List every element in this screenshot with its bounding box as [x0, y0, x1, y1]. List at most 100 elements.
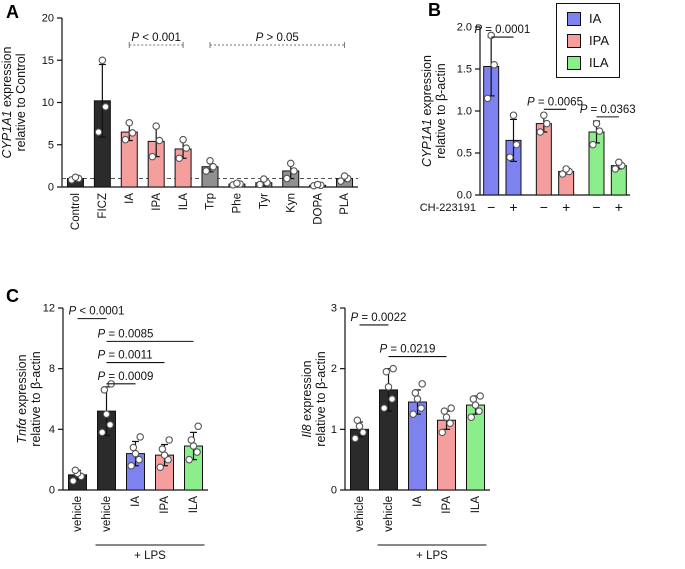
x-tick-label: +	[509, 199, 517, 215]
data-point	[185, 455, 193, 464]
data-point	[467, 413, 475, 421]
p-value-label: P = 0.0009	[98, 371, 154, 383]
data-point	[336, 177, 345, 185]
data-point	[165, 436, 173, 444]
panelA-svg: 0 5 10 15 20 CYP1A1 expression relative to Con…	[0, 13, 358, 230]
panel-b-chart: 0.0 0.5 1.0 1.5 2.0 CYP1A1 expression relative…	[420, 0, 685, 283]
y-axis-title: CYP1A1 expression	[420, 55, 434, 167]
data-point	[413, 395, 422, 403]
data-point	[540, 111, 548, 119]
x-tick-label: ILA	[188, 496, 200, 514]
data-point	[182, 144, 191, 152]
data-point	[290, 167, 298, 175]
legend-item: IA	[567, 11, 609, 26]
legend-swatch-icon	[567, 33, 581, 48]
data-point	[471, 401, 480, 409]
data-point	[490, 61, 498, 69]
legend-item-label: IA	[589, 11, 602, 26]
data-point	[353, 416, 362, 424]
y-tick-label: 12	[43, 303, 55, 315]
data-point	[148, 152, 157, 161]
data-point	[615, 158, 623, 166]
x-tick-label: IA	[124, 193, 136, 204]
y-tick-label: 20	[42, 13, 54, 25]
data-point	[438, 428, 446, 437]
y-tick-label: 2.0	[457, 22, 472, 34]
legend-item: ILA	[567, 55, 609, 70]
x-tick-label: FICZ	[97, 193, 109, 219]
data-point	[131, 449, 140, 458]
data-point	[206, 157, 214, 165]
data-point	[100, 386, 109, 394]
data-point	[129, 443, 138, 452]
p-value-label: P = 0.0085	[98, 328, 154, 340]
y-axis-title: Il8 expression	[300, 360, 314, 437]
data-point	[71, 173, 80, 182]
data-point	[562, 165, 570, 173]
p-value-label: P < 0.0001	[69, 306, 125, 318]
data-point	[175, 154, 184, 163]
x-tick-label: DOPA	[312, 193, 324, 225]
data-point	[389, 364, 397, 373]
data-point	[102, 410, 111, 418]
data-point	[388, 395, 396, 403]
x-tick-label: Kyn	[285, 193, 297, 213]
data-point	[98, 428, 106, 437]
x-tick-label: vehicle	[383, 496, 395, 532]
y-tick-label: 2	[331, 363, 337, 375]
panel-a-chart: 0 5 10 15 20 CYP1A1 expression relative to Con…	[0, 2, 420, 285]
data-point	[384, 383, 393, 391]
x-tick-label: −	[592, 199, 600, 215]
panelC2-svg: 0 1 2 3 Il8 expression relative to β-actin veh…	[300, 303, 490, 562]
y-tick-label: 4	[49, 424, 55, 436]
lps-group-label: + LPS	[416, 550, 448, 562]
y-axis-title: relative to β-actin	[29, 351, 43, 446]
p-value-label: P = 0.0011	[98, 350, 153, 362]
p-value-label: P = 0.0001	[474, 24, 530, 36]
data-point	[135, 455, 143, 464]
data-point	[592, 119, 601, 128]
y-tick-label: 0	[331, 485, 337, 497]
y-tick-label: 3	[331, 303, 337, 315]
y-tick-label: 1.5	[457, 64, 472, 76]
y-tick-label: 8	[49, 363, 55, 375]
data-point	[256, 180, 264, 189]
p-value-label: P = 0.0022	[351, 312, 407, 324]
data-point	[359, 428, 367, 437]
x-tick-label: +	[615, 199, 623, 215]
y-tick-label: 10	[42, 97, 54, 109]
p-value-label: P = 0.0219	[380, 344, 436, 356]
x-tick-label: IPA	[151, 193, 163, 211]
data-point	[447, 404, 455, 412]
panelB-svg: 0.0 0.5 1.0 1.5 2.0 CYP1A1 expression relative…	[420, 22, 636, 216]
x-tick-label: ILA	[470, 496, 482, 514]
x-tick-label: Control	[70, 193, 82, 230]
data-point	[121, 135, 130, 144]
x-tick-label: −	[487, 199, 495, 215]
panel-c-tnfa-chart: 0 4 8 12 Tnfα expression relative to β-actin v…	[15, 290, 325, 569]
y-axis-title: relative to β-actin	[314, 351, 328, 446]
data-point	[509, 111, 518, 119]
data-point	[136, 433, 144, 441]
data-point	[155, 136, 164, 145]
panel-c-il8-chart: 0 1 2 3 Il8 expression relative to β-actin veh…	[300, 290, 590, 569]
legend-swatch-icon	[567, 55, 581, 70]
y-axis-title: relative to Control	[14, 54, 28, 152]
y-axis-title: CYP1A1 expression	[0, 47, 14, 159]
data-point	[160, 451, 169, 459]
data-point	[193, 448, 201, 456]
x-tick-label: ILA	[178, 193, 190, 211]
x-tick-label: IPA	[159, 496, 171, 514]
data-point	[209, 162, 217, 171]
legend-item-label: ILA	[589, 55, 609, 70]
data-point	[260, 175, 268, 183]
data-point	[355, 422, 364, 431]
data-point	[156, 463, 164, 472]
data-point	[158, 445, 167, 453]
data-point	[611, 165, 619, 173]
x-tick-label: PLA	[339, 193, 351, 215]
data-point	[418, 380, 426, 388]
p-value-label: P < 0.001	[131, 32, 181, 44]
data-point	[440, 407, 449, 415]
